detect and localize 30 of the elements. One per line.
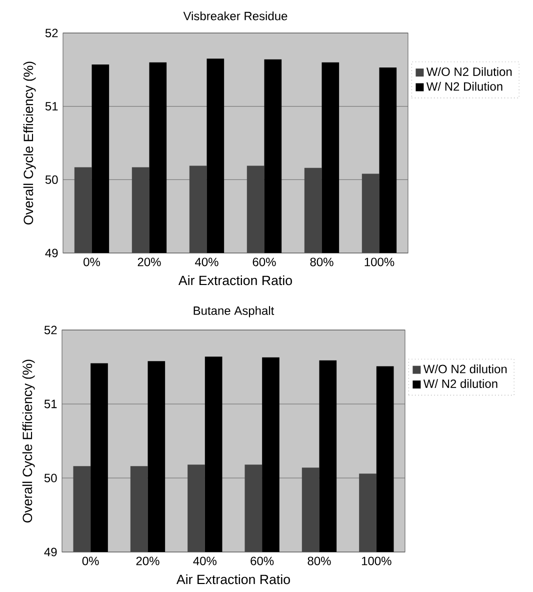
x-axis-title: Air Extraction Ratio xyxy=(178,275,292,286)
x-tick-label: 80% xyxy=(310,258,334,266)
x-tick-label: 60% xyxy=(250,556,274,566)
x-axis-title: Air Extraction Ratio xyxy=(176,574,290,584)
y-tick-label: 51 xyxy=(45,102,58,111)
y-axis-title: Overall Cycle Efficiency (%) xyxy=(23,62,36,224)
y-tick-label: 52 xyxy=(45,28,58,38)
legend-label: W/ N2 dilution xyxy=(423,379,498,388)
legend-label: W/ N2 Dilution xyxy=(426,82,502,91)
x-tick-label: 20% xyxy=(138,258,161,266)
y-tick-label: 51 xyxy=(44,400,57,408)
y-tick-label: 50 xyxy=(45,175,58,184)
x-tick-label: 20% xyxy=(136,556,160,566)
x-tick-label: 60% xyxy=(252,258,276,266)
x-tick-label: 0% xyxy=(82,556,99,566)
legend-label: W/O N2 dilution xyxy=(423,364,507,374)
y-tick-label: 49 xyxy=(45,248,58,258)
x-tick-label: 100% xyxy=(364,258,394,266)
x-tick-label: 0% xyxy=(84,258,100,266)
y-tick-label: 50 xyxy=(44,474,57,482)
x-tick-label: 100% xyxy=(362,556,392,566)
legend-label: W/O N2 Dilution xyxy=(426,67,512,76)
x-tick-label: 40% xyxy=(193,556,216,566)
y-axis-title: Overall Cycle Efficiency (%) xyxy=(22,360,35,522)
y-tick-label: 52 xyxy=(44,326,57,334)
chart-title: Visbreaker Residue xyxy=(183,11,288,20)
chart-title: Butane Asphalt xyxy=(194,306,274,318)
y-tick-label: 49 xyxy=(44,548,57,556)
x-tick-label: 40% xyxy=(195,258,218,266)
x-tick-label: 80% xyxy=(308,556,331,566)
